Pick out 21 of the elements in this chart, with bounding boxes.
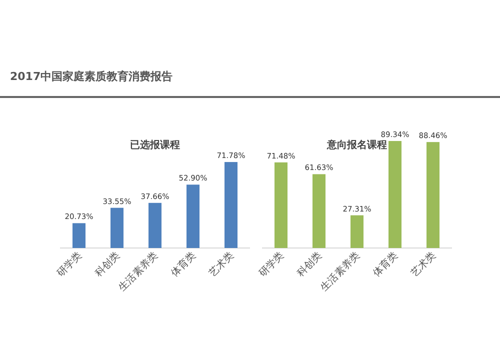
x-tick-label: 艺术类 [206, 250, 236, 280]
x-tick-label: 艺术类 [408, 250, 438, 280]
x-tick-label: 研学类 [54, 250, 84, 280]
x-tick-label: 科创类 [92, 250, 122, 280]
bar [426, 142, 440, 248]
bar [186, 184, 200, 248]
x-tick-label: 体育类 [168, 250, 198, 280]
chart-title: 已选报课程 [130, 139, 180, 151]
bar [148, 202, 162, 248]
bar [110, 208, 124, 248]
bar [388, 141, 402, 248]
x-tick-label: 体育类 [370, 250, 400, 280]
bar [312, 174, 326, 248]
x-tick-label: 科创类 [294, 250, 324, 280]
text: 2017中国家庭素质教育消费报告 [10, 70, 173, 83]
bar [274, 162, 288, 248]
bar [72, 223, 86, 248]
chart-title: 意向报名课程 [326, 139, 387, 151]
x-tick-label: 研学类 [256, 250, 286, 280]
bar [224, 162, 238, 248]
bar [350, 215, 364, 248]
